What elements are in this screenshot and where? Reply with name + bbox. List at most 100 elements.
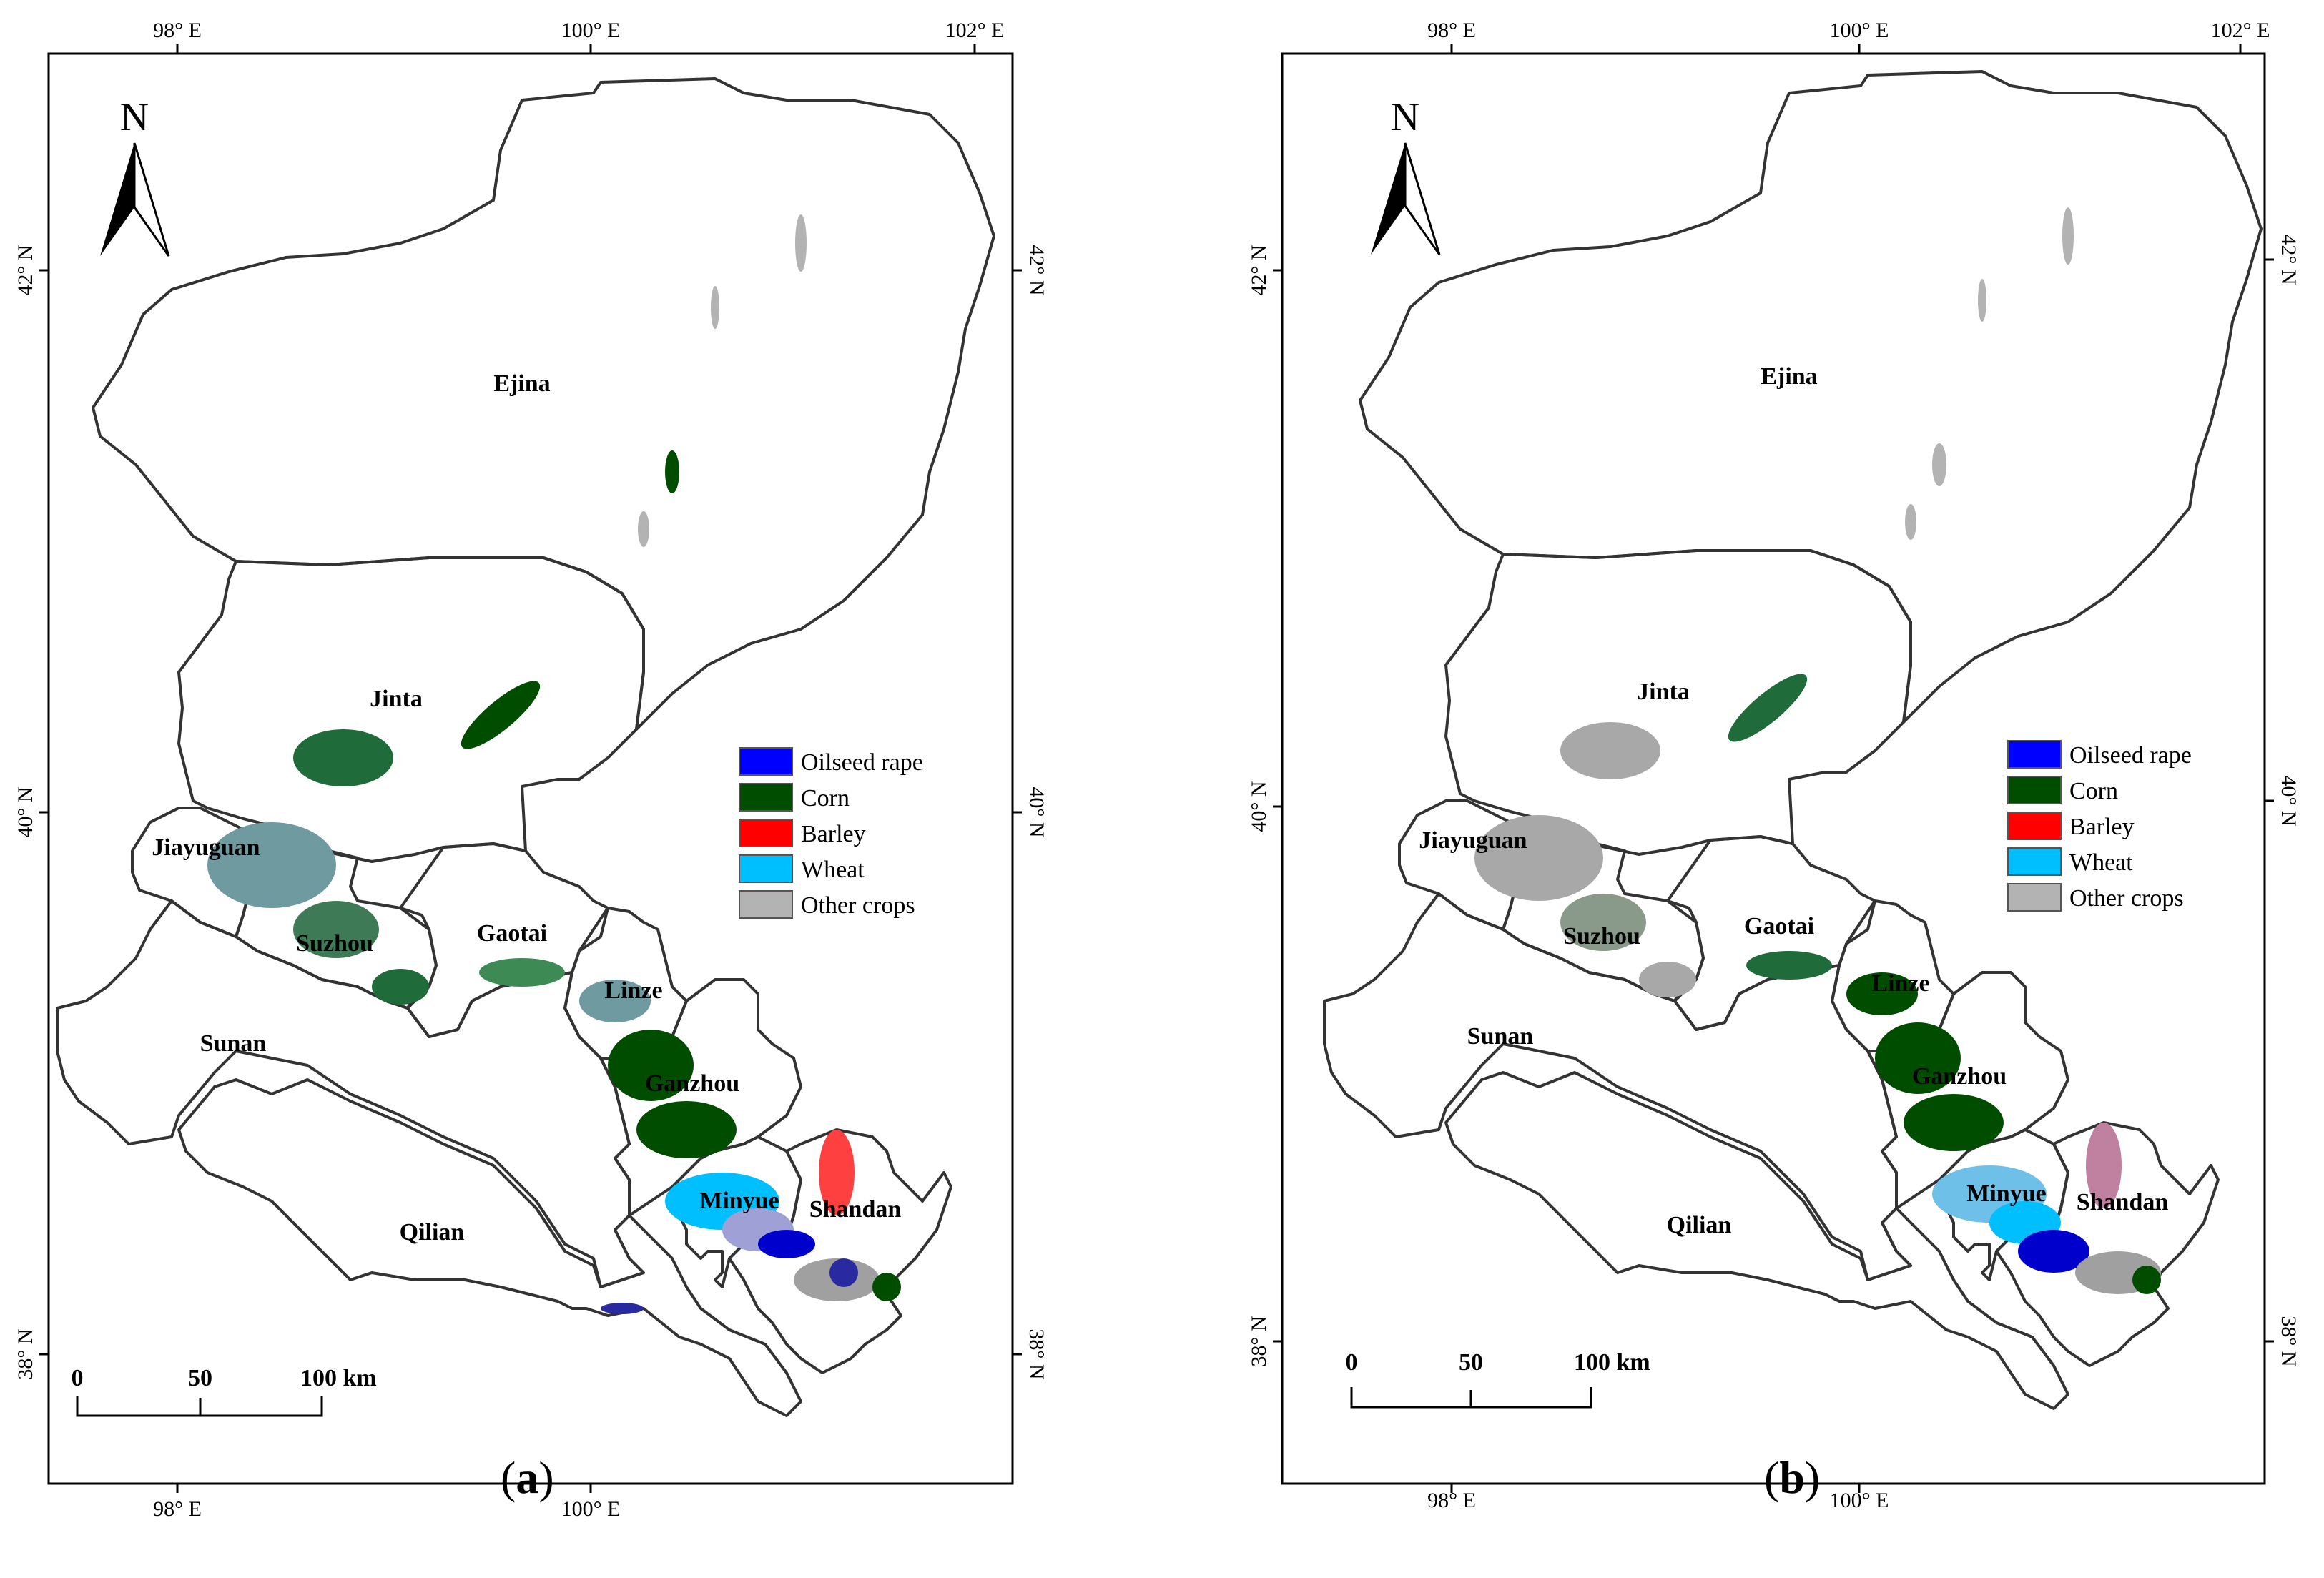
bottom-tick-label: 98° E	[153, 1497, 202, 1521]
scale-label-zero: 0	[72, 1365, 84, 1391]
top-tick-label: 100° E	[561, 19, 621, 42]
tick-marks	[1273, 44, 2274, 1493]
county-label-gaotai: Gaotai	[477, 920, 547, 947]
county-label-sunan: Sunan	[200, 1030, 267, 1057]
caption-close-paren: )	[1804, 1452, 1821, 1503]
county-label-suzhou: Suzhou	[296, 930, 373, 957]
county-label-shandan: Shandan	[2077, 1189, 2169, 1215]
legend-label-corn: Corn	[801, 785, 850, 812]
county-label-ejina: Ejina	[1761, 363, 1817, 390]
left-tick-label: 38° N	[14, 1328, 37, 1379]
legend-swatch-corn	[739, 783, 793, 812]
north-arrow-left-half	[100, 143, 134, 256]
left-tick-label: 38° N	[1247, 1316, 1271, 1366]
caption-letter: a	[516, 1452, 539, 1503]
county-label-minyue: Minyue	[1966, 1180, 2046, 1207]
county-label-jiayuguan: Jiayuguan	[1419, 827, 1527, 854]
legend: Oilseed rape Corn Barley Wheat Other cro…	[2007, 740, 2192, 912]
scale-label-end: 100 km	[300, 1365, 377, 1391]
legend-label-corn: Corn	[2069, 778, 2118, 804]
legend-label-barley: Barley	[2069, 814, 2135, 840]
bottom-tick-label: 100° E	[561, 1497, 621, 1521]
north-arrow: N	[1371, 95, 1441, 255]
county-label-suzhou: Suzhou	[1563, 923, 1640, 950]
legend-label-barley: Barley	[801, 821, 866, 847]
right-tick-label: 40° N	[1025, 786, 1048, 837]
scale-bar: 0 50 100 km	[1346, 1349, 1650, 1409]
caption-letter: b	[1779, 1452, 1805, 1503]
top-tick-label: 102° E	[945, 19, 1005, 42]
right-tick-label: 42° N	[1025, 245, 1048, 295]
north-arrow-left-half	[1371, 143, 1405, 255]
north-arrow-right-half	[133, 142, 170, 257]
boundary-qilian	[1444, 1071, 2069, 1410]
county-label-jiayuguan: Jiayuguan	[152, 834, 260, 861]
right-tick-label: 42° N	[2277, 234, 2300, 285]
legend-swatch-other-crops	[2007, 883, 2062, 912]
left-tick-label: 42° N	[14, 245, 37, 295]
legend-swatch-oilseed-rape	[2007, 740, 2062, 769]
top-tick-label: 98° E	[1427, 19, 1476, 42]
legend-swatch-barley	[2007, 812, 2062, 840]
panel-caption-b: (b)	[1764, 1451, 1820, 1504]
map-panel-a: 98° E 100° E 102° E 98° E 100° E 42° N 4…	[0, 0, 1162, 1574]
legend-label-other-crops: Other crops	[801, 892, 915, 919]
north-arrow-label: N	[120, 95, 149, 139]
legend-label-wheat: Wheat	[801, 857, 865, 883]
map-b-svg: 98° E 100° E 102° E 98° E 100° E 42° N 4…	[1247, 19, 2300, 1512]
bottom-tick-label: 98° E	[1427, 1489, 1476, 1512]
legend-label-wheat: Wheat	[2069, 849, 2133, 876]
top-tick-label: 98° E	[153, 19, 202, 42]
north-arrow-right-half	[1404, 142, 1441, 255]
county-label-jinta: Jinta	[1637, 679, 1690, 705]
legend: Oilseed rape Corn Barley Wheat Other cro…	[739, 747, 923, 919]
county-label-linze: Linze	[1871, 970, 1929, 997]
scale-label-mid: 50	[1459, 1349, 1483, 1376]
right-tick-label: 38° N	[2277, 1316, 2300, 1366]
county-label-gaotai: Gaotai	[1744, 913, 1814, 940]
county-label-qilian: Qilian	[1667, 1212, 1732, 1238]
county-label-jinta: Jinta	[370, 686, 423, 712]
legend-label-other-crops: Other crops	[2069, 885, 2184, 912]
scale-label-mid: 50	[188, 1365, 212, 1391]
crop-patches	[1474, 207, 2161, 1294]
panel-caption-a: (a)	[501, 1451, 554, 1504]
boundary-qilian	[177, 1078, 802, 1417]
county-label-minyue: Minyue	[699, 1188, 779, 1214]
scale-label-end: 100 km	[1574, 1349, 1650, 1376]
county-label-shandan: Shandan	[809, 1196, 902, 1223]
county-label-ganzhou: Ganzhou	[645, 1070, 739, 1097]
legend-swatch-wheat	[2007, 847, 2062, 876]
county-label-ganzhou: Ganzhou	[1912, 1063, 2007, 1090]
map-frame	[47, 52, 1014, 1485]
county-label-qilian: Qilian	[400, 1219, 465, 1246]
top-tick-label: 100° E	[1830, 19, 1889, 42]
map-a-svg: 98° E 100° E 102° E 98° E 100° E 42° N 4…	[14, 19, 1048, 1521]
legend-swatch-other-crops	[739, 890, 793, 919]
county-label-sunan: Sunan	[1467, 1023, 1534, 1050]
map-panel-b: 98° E 100° E 102° E 98° E 100° E 42° N 4…	[1162, 0, 2324, 1574]
right-tick-label: 40° N	[2277, 775, 2300, 826]
left-tick-label: 42° N	[1247, 245, 1271, 295]
county-label-linze: Linze	[604, 977, 662, 1004]
legend-swatch-oilseed-rape	[739, 747, 793, 776]
north-arrow: N	[100, 95, 170, 257]
right-tick-label: 38° N	[1025, 1328, 1048, 1379]
bottom-tick-label: 100° E	[1830, 1489, 1889, 1512]
left-tick-label: 40° N	[14, 786, 37, 837]
crop-patches	[207, 214, 901, 1314]
top-tick-label: 102° E	[2211, 19, 2270, 42]
left-tick-label: 40° N	[1247, 781, 1271, 832]
top-tick-marks	[39, 44, 1022, 1493]
legend-label-oilseed-rape: Oilseed rape	[2069, 742, 2192, 769]
county-label-ejina: Ejina	[493, 370, 550, 397]
scale-bar: 0 50 100 km	[72, 1365, 377, 1417]
scale-label-zero: 0	[1346, 1349, 1358, 1376]
north-arrow-label: N	[1391, 95, 1419, 139]
legend-swatch-corn	[2007, 776, 2062, 804]
legend-swatch-wheat	[739, 854, 793, 883]
caption-open-paren: (	[1764, 1452, 1780, 1503]
legend-swatch-barley	[739, 819, 793, 847]
map-frame	[1281, 52, 2266, 1485]
caption-open-paren: (	[501, 1452, 516, 1503]
